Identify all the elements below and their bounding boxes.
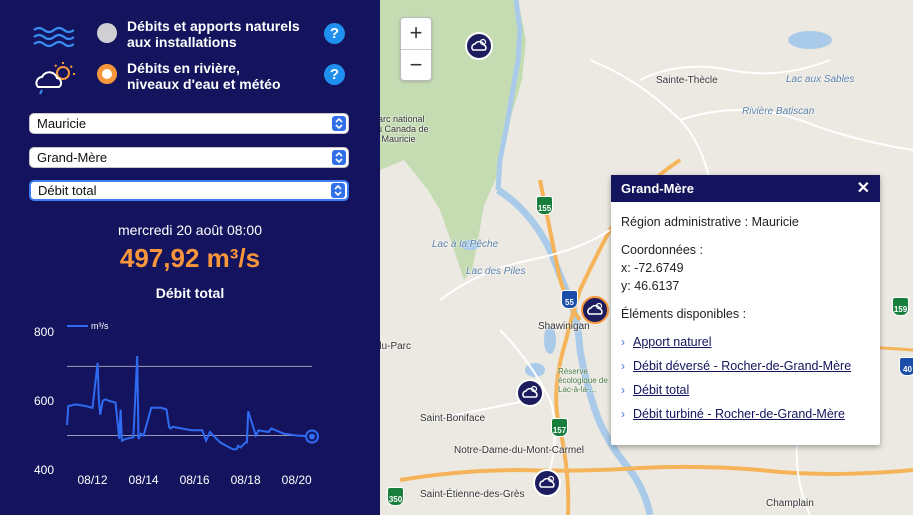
popup-coord-y: y: 46.6137 <box>621 279 680 293</box>
map-label: Lac aux Sables <box>786 74 855 85</box>
highway-shield: 40 <box>899 357 913 376</box>
weather-station-marker[interactable] <box>516 379 544 407</box>
popup-link-debit-turbine[interactable]: › Débit turbiné - Rocher-de-Grand-Mère <box>621 407 845 421</box>
highway-shield: 55 <box>561 290 578 309</box>
station-select-value: Grand-Mère <box>37 150 108 165</box>
metric-select-value: Débit total <box>38 183 97 198</box>
map-label: Lac des Piles <box>466 266 526 277</box>
chart-y-tick: 600 <box>34 394 54 408</box>
reading-metric: Débit total <box>155 285 225 301</box>
weather-station-marker[interactable] <box>465 32 493 60</box>
popup-link-debit-total[interactable]: › Débit total <box>621 383 690 397</box>
chart-last-point-dot <box>309 433 315 440</box>
zoom-out-button[interactable]: − <box>409 52 423 77</box>
chart-x-tick: 08/12 <box>78 473 108 487</box>
side-panel: Débits et apports naturels aux installati… <box>0 0 380 515</box>
popup-elements-title: Éléments disponibles : <box>621 307 747 321</box>
map-label: Sainte-Thècle <box>656 75 718 86</box>
radio-natural-flows[interactable] <box>97 23 117 43</box>
help-icon[interactable]: ? <box>324 23 345 44</box>
close-icon[interactable]: ✕ <box>856 180 870 197</box>
reading-date: mercredi 20 août 08:00 <box>118 222 262 238</box>
flow-chart: m³/s 800 600 400 08/12 08/14 08/16 08/18 08/20 <box>34 321 319 487</box>
chart-series-line <box>66 355 313 451</box>
popup-coords-title: Coordonnées : <box>621 243 704 257</box>
chart-legend-label: m³/s <box>91 321 109 331</box>
highway-shield: 157 <box>551 418 568 437</box>
radio-river-flows-weather[interactable] <box>97 64 117 84</box>
map-label: Champlain <box>766 498 814 509</box>
popup-link-apport-naturel[interactable]: › Apport naturel <box>621 335 712 349</box>
chevron-right-icon: › <box>621 407 625 421</box>
popup-coord-x: x: -72.6749 <box>621 261 684 275</box>
station-popup: Grand-Mère ✕ Région administrative : Mau… <box>611 175 880 445</box>
chart-y-tick: 400 <box>34 463 54 477</box>
chevron-right-icon: › <box>621 335 625 349</box>
cloud-sun-icon <box>539 475 555 488</box>
chart-x-tick: 08/16 <box>180 473 210 487</box>
chevron-updown-icon <box>332 150 346 165</box>
option-river-flows-weather[interactable]: Débits en rivière, niveaux d'eau et météo… <box>0 59 380 103</box>
water-waves-icon <box>32 24 75 57</box>
cloud-sun-icon <box>522 385 538 398</box>
weather-station-marker-selected[interactable] <box>581 296 609 324</box>
chevron-right-icon: › <box>621 383 625 397</box>
region-select[interactable]: Mauricie <box>29 113 349 134</box>
map-label: Réserve écologique de Lac-à-la-... <box>558 367 608 394</box>
map-label: Parc national du Canada de la Mauricie <box>380 114 429 144</box>
chart-x-tick: 08/20 <box>282 473 312 487</box>
weather-station-marker[interactable] <box>533 469 561 497</box>
region-select-value: Mauricie <box>37 116 87 131</box>
zoom-control: + − <box>400 17 432 81</box>
chevron-right-icon: › <box>621 359 625 373</box>
highway-shield: 155 <box>536 196 553 215</box>
reading-value: 497,92 m³/s <box>119 243 261 273</box>
zoom-in-button[interactable]: + <box>401 18 431 50</box>
chart-x-tick: 08/18 <box>231 473 261 487</box>
cloud-sun-icon <box>587 302 603 315</box>
cloud-sun-icon <box>471 38 487 51</box>
help-icon[interactable]: ? <box>324 64 345 85</box>
chart-y-tick: 800 <box>34 325 54 339</box>
option-label: Débits et apports naturels aux installati… <box>127 18 300 50</box>
chevron-updown-icon <box>331 183 345 198</box>
map-label: Lac à la Pêche <box>432 239 499 250</box>
highway-shield: 159 <box>892 297 909 316</box>
map-label: Saint-Boniface <box>420 413 486 424</box>
metric-select[interactable]: Débit total <box>29 180 349 201</box>
map-label: Saint-Étienne-des-Grès <box>420 489 525 500</box>
weather-cloud-sun-icon <box>32 61 78 100</box>
popup-link-debit-deverse[interactable]: › Débit déversé - Rocher-de-Grand-Mère <box>621 359 852 373</box>
popup-title: Grand-Mère <box>621 181 694 196</box>
option-label: Débits en rivière, niveaux d'eau et météo <box>127 60 281 92</box>
chart-x-tick: 08/14 <box>129 473 159 487</box>
map-label: Notre-Dame-du-Mont-Carmel <box>454 445 585 456</box>
map-label: du-Parc <box>380 341 412 352</box>
station-select[interactable]: Grand-Mère <box>29 147 349 168</box>
map-label: Shawinigan <box>538 321 590 332</box>
map-label: Rivière Batiscan <box>742 106 815 117</box>
popup-header: Grand-Mère ✕ <box>611 175 880 202</box>
highway-shield: 350 <box>387 487 404 506</box>
chevron-updown-icon <box>332 116 346 131</box>
option-natural-flows[interactable]: Débits et apports naturels aux installati… <box>0 18 380 62</box>
popup-region: Région administrative : Mauricie <box>621 215 799 229</box>
